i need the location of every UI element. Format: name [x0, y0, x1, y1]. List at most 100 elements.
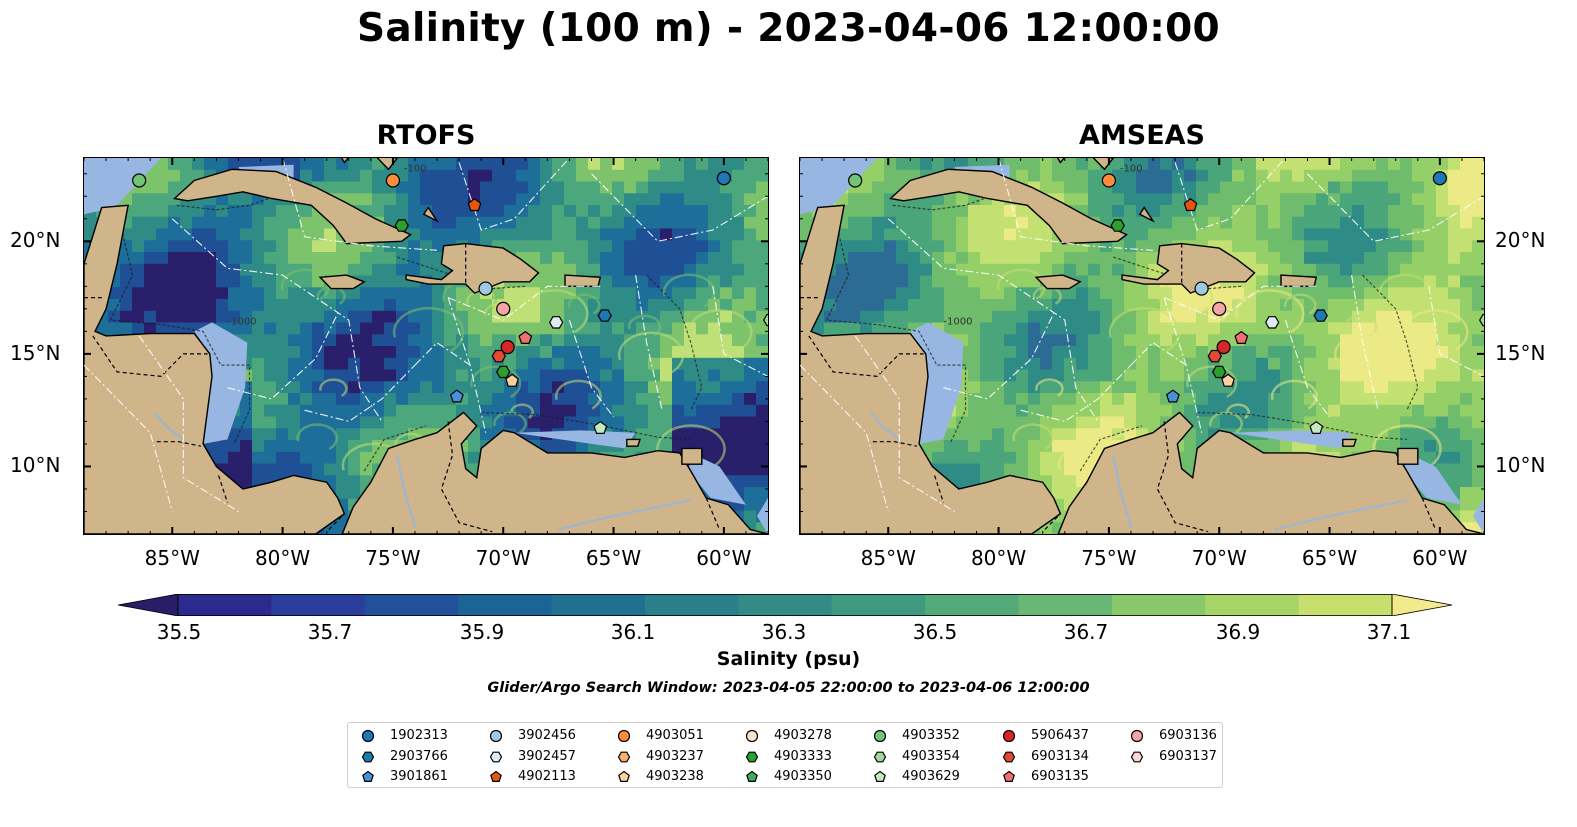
float-marker-4903629	[593, 420, 608, 434]
legend-item-label: 4902113	[518, 769, 576, 784]
colorbar-tick-label: 36.1	[610, 620, 656, 644]
float-marker-4903352	[848, 173, 863, 188]
circle-marker-icon	[489, 729, 503, 743]
float-marker-6903135	[518, 330, 533, 344]
legend-item-label: 4903333	[774, 748, 832, 764]
legend-item-label: 3901861	[390, 769, 448, 784]
colorbar-segment	[1298, 594, 1393, 616]
colorbar-tick-label: 36.7	[1063, 620, 1109, 644]
float-marker-4903238	[505, 373, 519, 387]
colorbar-segment	[644, 594, 739, 616]
colorbar-segment	[925, 594, 1019, 616]
legend-item-label: 2903766	[390, 748, 448, 764]
lon-tick-label: 75°W	[1081, 546, 1137, 570]
lon-tick-label: 65°W	[585, 546, 642, 570]
contour-label: -1000	[943, 317, 972, 328]
legend-item-label: 6903136	[1159, 728, 1217, 743]
colorbar-tick-label: 36.3	[761, 620, 807, 644]
panel-title-amseas: AMSEAS	[1079, 120, 1205, 151]
legend-item-label: 4903278	[774, 728, 832, 743]
float-marker-4903051	[1101, 173, 1117, 188]
salinity-map-amseas: -1000 -100	[800, 158, 1484, 534]
colorbar-segment	[271, 594, 366, 616]
colorbar-tick-label: 36.5	[912, 620, 958, 644]
lon-tick-label: 80°W	[254, 546, 311, 570]
pentagon-marker-icon	[362, 770, 374, 782]
legend-item-label: 4903350	[774, 769, 832, 784]
hexagon-marker-icon	[617, 751, 631, 762]
float-marker-4903051	[385, 173, 401, 188]
legend-item-label: 6903137	[1159, 748, 1217, 764]
float-marker-2903766	[1313, 309, 1328, 322]
figure-title: Salinity (100 m) - 2023-04-06 12:00:00	[357, 6, 1220, 51]
colorbar-segment	[1018, 594, 1113, 616]
circle-marker-icon	[873, 729, 887, 743]
colorbar-segment	[458, 594, 553, 616]
colorbar-extend-high	[1391, 594, 1452, 616]
lat-tick-label-right: 15°N	[1495, 340, 1546, 365]
lat-tick-label-right: 10°N	[1495, 453, 1546, 478]
colorbar-tick-label: 37.1	[1366, 620, 1412, 644]
hexagon-marker-icon	[1130, 751, 1144, 762]
pentagon-marker-icon	[490, 770, 502, 782]
lon-tick-label: 75°W	[365, 546, 421, 570]
search-window-text: Glider/Argo Search Window: 2023-04-05 22…	[487, 680, 1090, 696]
lon-tick-label: 85°W	[860, 546, 916, 570]
colorbar-segment	[738, 594, 833, 616]
legend-item-label: 4903237	[646, 748, 704, 764]
colorbar-tick-label: 35.7	[307, 620, 353, 644]
colorbar-segment	[1205, 594, 1300, 616]
float-legend: 1902313 2903766 3901861 3902456 3902457 49021…	[347, 722, 1223, 788]
contour-label: -100	[404, 164, 427, 175]
colorbar-segment	[831, 594, 926, 616]
float-marker-2903766	[597, 309, 612, 322]
panel-title-rtofs: RTOFS	[376, 120, 476, 151]
float-marker-4903238	[1221, 373, 1235, 387]
float-marker-4903333	[496, 365, 511, 379]
colorbar-segment	[178, 594, 272, 616]
float-marker-4903333	[1212, 365, 1227, 379]
hexagon-marker-icon	[873, 751, 887, 762]
lat-tick-label-right: 20°N	[1495, 228, 1546, 253]
float-marker-6903136	[1212, 301, 1227, 316]
colorbar-tick-label: 35.9	[459, 620, 505, 644]
float-marker-4903333	[1110, 219, 1125, 232]
circle-marker-icon	[1002, 729, 1016, 743]
circle-marker-icon	[361, 729, 375, 743]
float-marker-3902457	[549, 316, 564, 329]
float-marker-5906437	[500, 340, 515, 355]
float-marker-6903134	[1207, 349, 1222, 363]
hexagon-marker-icon	[361, 751, 375, 762]
circle-marker-icon	[745, 729, 759, 743]
hexagon-marker-icon	[745, 751, 759, 762]
pentagon-marker-icon	[874, 770, 886, 782]
colorbar-tick-label: 36.9	[1215, 620, 1261, 644]
lat-tick-label-left: 10°N	[10, 453, 61, 478]
float-marker-3901861	[449, 389, 464, 403]
circle-marker-icon	[1130, 729, 1144, 743]
float-marker-4903354	[1479, 313, 1484, 327]
contour-label: -1000	[227, 317, 256, 328]
float-marker-3902457	[1265, 316, 1280, 329]
circle-marker-icon	[617, 729, 631, 743]
colorbar-segment	[1111, 594, 1206, 616]
map-panel-amseas: -1000 -100	[799, 157, 1485, 535]
legend-item-label: 4903352	[902, 728, 960, 743]
hexagon-marker-icon	[1002, 751, 1016, 762]
colorbar-extend-low	[118, 594, 179, 616]
float-marker-1902313	[1432, 171, 1447, 186]
float-marker-1902313	[716, 171, 731, 186]
colorbar-tick-label: 35.5	[156, 620, 202, 644]
map-panel-rtofs: -1000 -100	[83, 157, 769, 535]
legend-item-label: 6903135	[1031, 769, 1089, 784]
legend-item-label: 4903238	[646, 769, 704, 784]
legend-item-label: 6903134	[1031, 748, 1089, 764]
colorbar-label: Salinity (psu)	[716, 648, 861, 670]
lon-tick-label: 60°W	[1412, 546, 1468, 570]
lon-tick-label: 80°W	[970, 546, 1027, 570]
float-marker-4902113	[467, 198, 482, 212]
colorbar-segment	[551, 594, 646, 616]
lon-tick-label: 85°W	[144, 546, 200, 570]
legend-item-label: 5906437	[1031, 728, 1089, 743]
lon-tick-label: 60°W	[696, 546, 752, 570]
